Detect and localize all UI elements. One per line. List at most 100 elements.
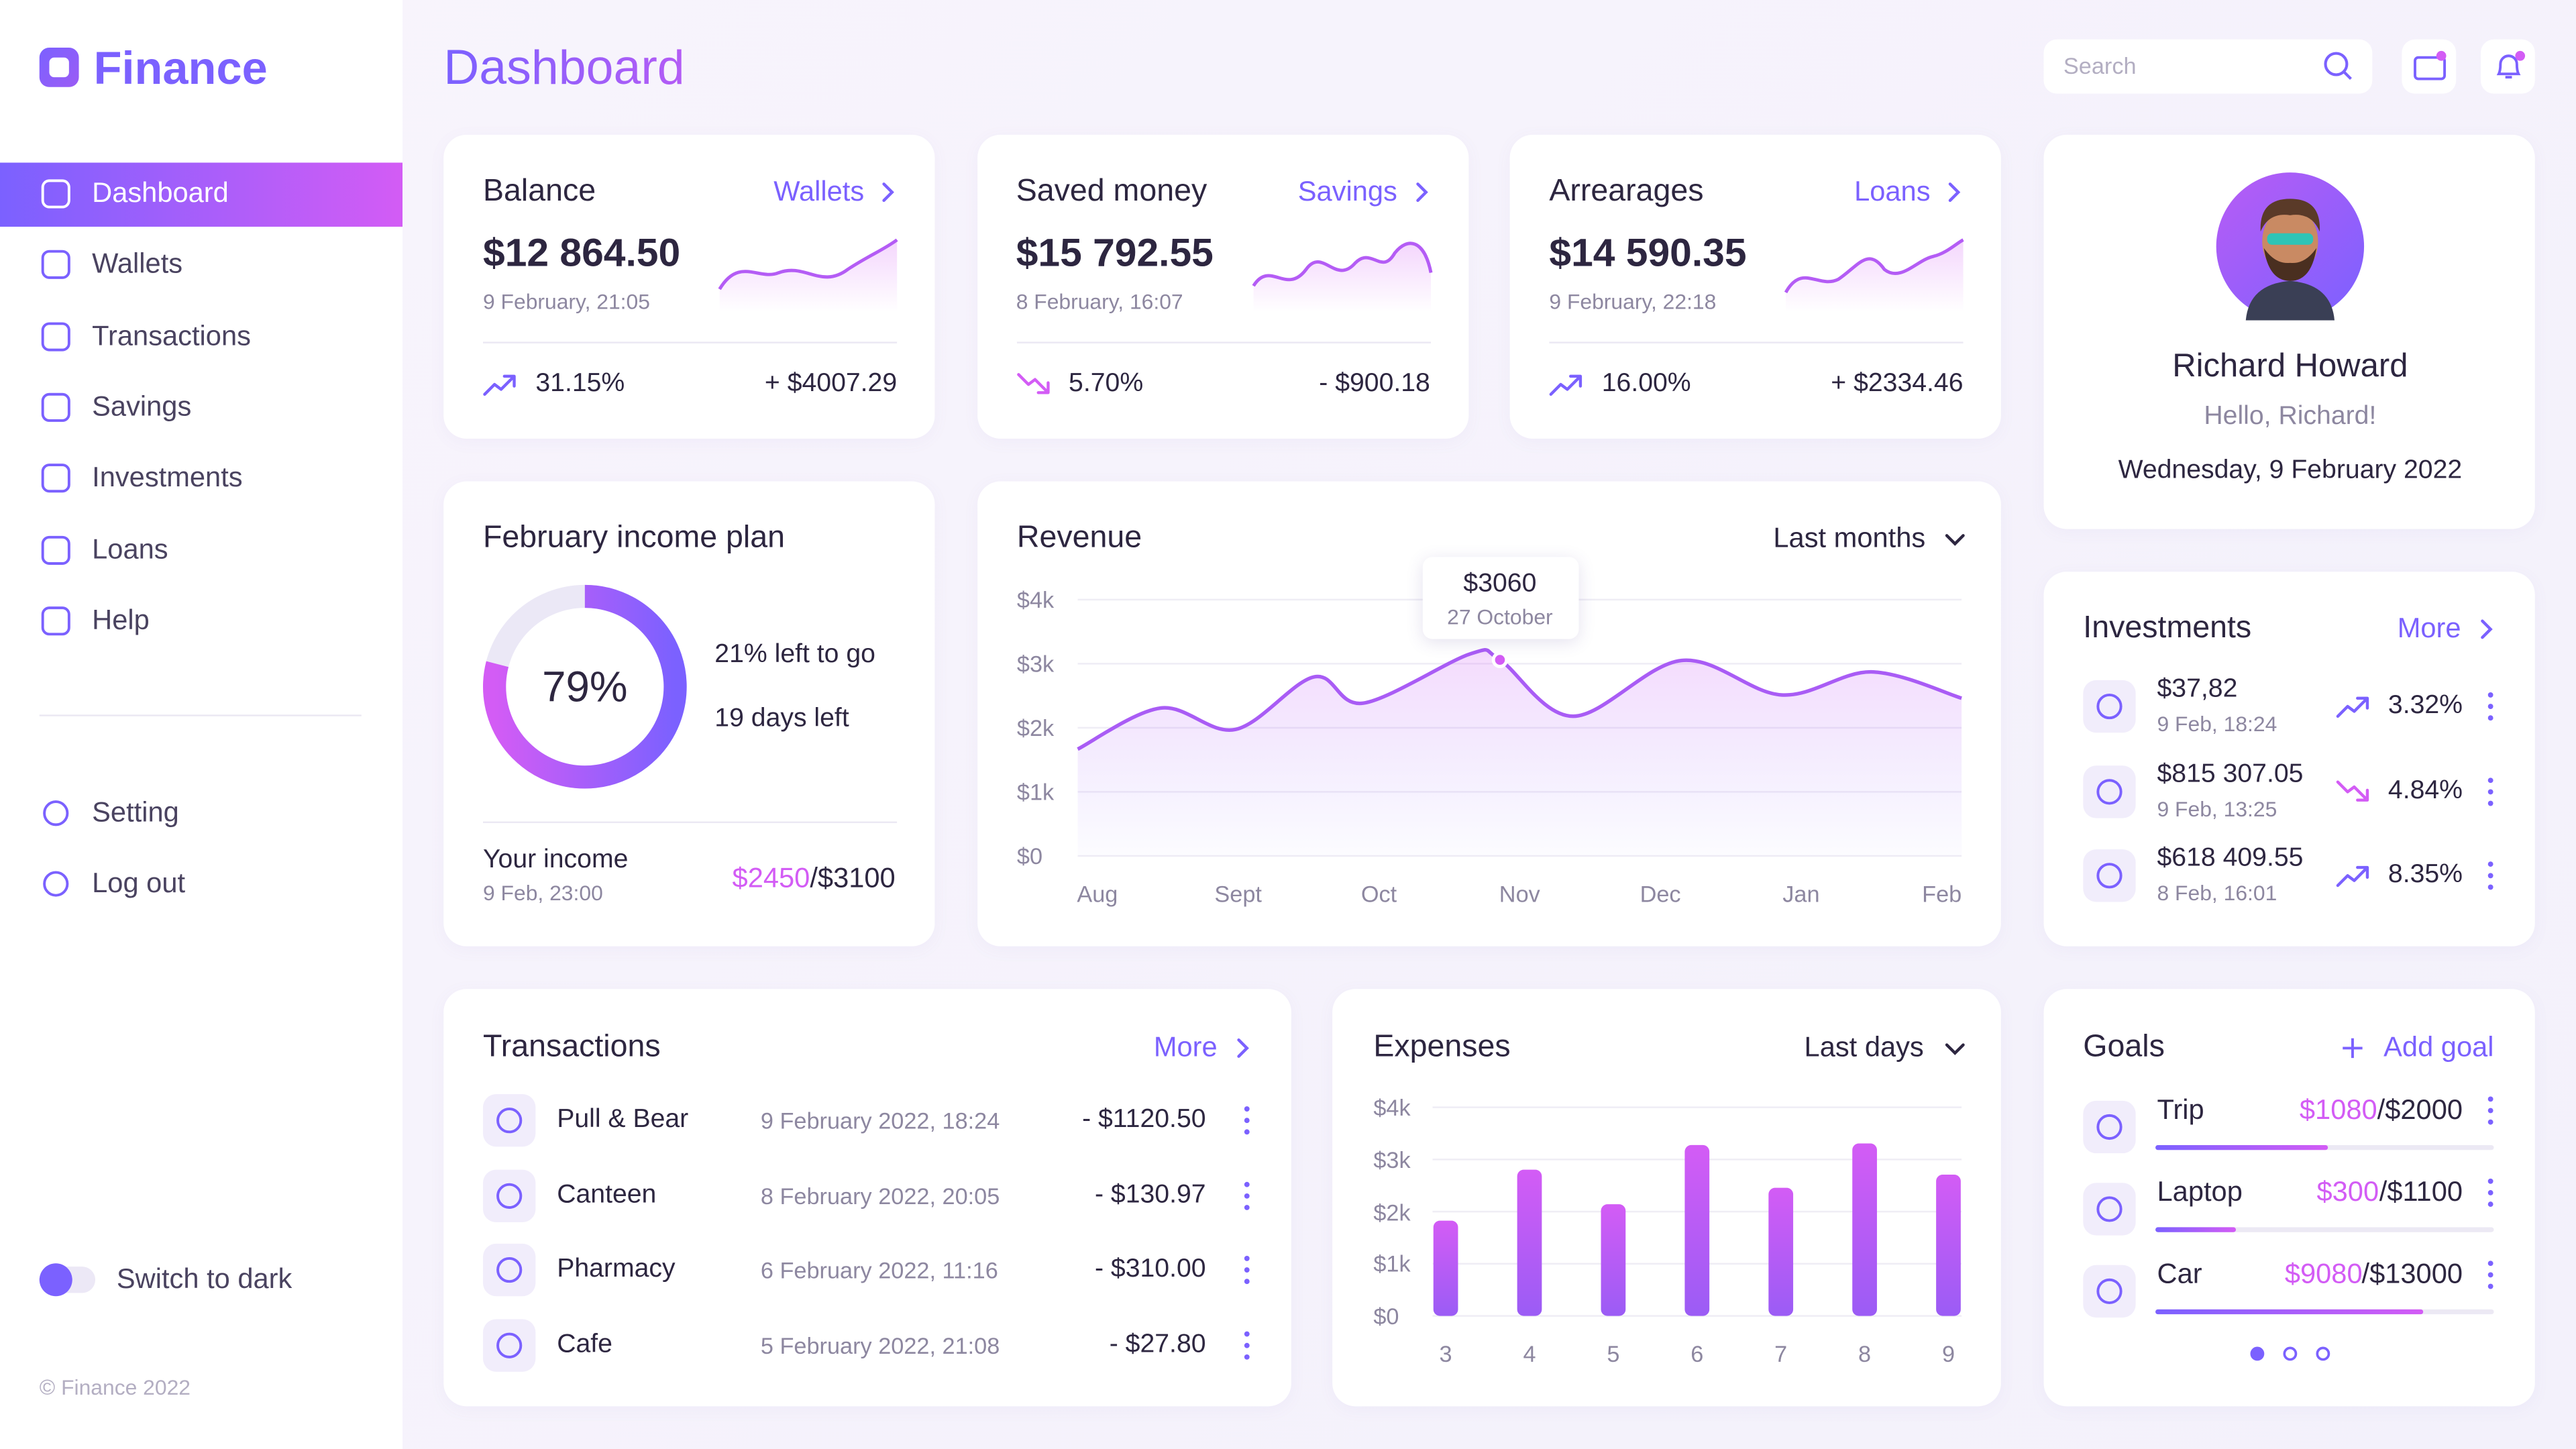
nav-item[interactable]: Savings <box>92 390 192 423</box>
card-link[interactable]: More <box>2397 612 2461 645</box>
chevron-icon <box>2481 619 2493 639</box>
more-menu[interactable] <box>2485 692 2496 721</box>
more-menu[interactable] <box>2485 1178 2496 1208</box>
theme-toggle-label[interactable]: Switch to dark <box>116 1263 292 1295</box>
notifications-button[interactable] <box>2480 39 2535 94</box>
goal-target: /$13000 <box>2361 1258 2463 1290</box>
card-divider <box>483 821 898 823</box>
pager-dot <box>2316 1346 2330 1361</box>
transaction-name: Cafe <box>557 1330 612 1359</box>
brand-name: Finance <box>93 42 268 94</box>
dark-toggle[interactable] <box>39 1263 99 1297</box>
plus-icon <box>2343 1038 2363 1059</box>
card-delta: + $2334.46 <box>1831 370 1964 398</box>
icon-glyph <box>2096 863 2123 889</box>
chart-filter[interactable]: Last days <box>1804 1031 1924 1063</box>
investment-change: 8.35% <box>2387 861 2463 889</box>
more-menu[interactable] <box>2485 776 2496 806</box>
transaction-amount: - $27.80 <box>1109 1330 1206 1359</box>
nav-icon <box>41 392 70 422</box>
icon-bg <box>483 1319 536 1373</box>
x-tick-label: Sept <box>1214 880 1262 907</box>
ring-progress <box>483 584 687 789</box>
transaction-icon <box>483 1169 536 1222</box>
dot <box>2487 1190 2493 1195</box>
transaction-date: 8 February 2022, 20:05 <box>760 1182 1000 1209</box>
mail-button[interactable] <box>2402 39 2457 94</box>
more-menu[interactable] <box>1242 1256 1252 1285</box>
chart-filter[interactable]: Last months <box>1773 522 1926 554</box>
card-title: Investments <box>2083 611 2252 646</box>
x-tick-label: 4 <box>1523 1340 1536 1367</box>
expenses-card <box>1332 989 2001 1407</box>
glyph <box>2496 54 2521 79</box>
investment-icon <box>2083 849 2136 902</box>
ring-label: 79% <box>542 661 628 712</box>
plan-left: 21% left to go <box>714 641 875 669</box>
card-title: Goals <box>2083 1030 2165 1065</box>
dot <box>2487 861 2493 867</box>
search-box[interactable] <box>2043 39 2373 94</box>
x-tick-label: 9 <box>1941 1340 1955 1367</box>
chevron <box>1948 182 1961 202</box>
x-tick-label: Aug <box>1077 880 1118 907</box>
nav-item[interactable]: Wallets <box>92 248 183 280</box>
tooltip <box>1422 556 1579 639</box>
nav-item[interactable]: Investments <box>92 462 243 494</box>
nav-icon <box>41 321 70 351</box>
nav-item[interactable]: Log out <box>92 867 186 899</box>
dot <box>1244 1129 1250 1135</box>
goal-target: /$2000 <box>2377 1094 2463 1126</box>
nav-icon <box>41 535 70 564</box>
card-link[interactable]: Wallets <box>773 176 865 207</box>
nav-glyph <box>41 250 70 280</box>
dot <box>2487 1272 2493 1278</box>
icon-bg <box>483 1094 536 1147</box>
income-date: 9 Feb, 23:00 <box>483 880 603 906</box>
icon-glyph <box>496 1332 523 1359</box>
search-icon[interactable] <box>2323 51 2353 80</box>
profile-greeting: Hello, Richard! <box>2204 402 2377 431</box>
bar <box>1852 1143 1877 1316</box>
more-menu[interactable] <box>2485 1095 2496 1125</box>
pager[interactable] <box>2244 1344 2336 1363</box>
more-menu[interactable] <box>1242 1181 1252 1210</box>
card-title: Revenue <box>1016 521 1142 555</box>
card-title: Transactions <box>483 1030 661 1065</box>
goal-current: $9080 <box>2284 1258 2363 1290</box>
nav-item[interactable]: Help <box>92 604 150 636</box>
dot <box>1244 1268 1250 1273</box>
card-delta: + $4007.29 <box>764 370 898 398</box>
card-link[interactable]: Savings <box>1297 176 1397 207</box>
chevron <box>1415 182 1428 202</box>
profile-name: Richard Howard <box>2172 348 2408 385</box>
tooltip-point <box>1491 651 1509 668</box>
dot <box>1244 1331 1250 1337</box>
card-divider <box>483 341 898 343</box>
card-link[interactable]: More <box>1153 1031 1218 1063</box>
more-menu[interactable] <box>1242 1106 1252 1135</box>
nav-item[interactable]: Loans <box>92 533 168 565</box>
transaction-icon <box>483 1319 536 1373</box>
more-menu[interactable] <box>1242 1331 1252 1360</box>
icon-bg <box>483 1244 536 1297</box>
chevron-icon <box>1948 182 1961 202</box>
card-link[interactable]: Add goal <box>2383 1031 2494 1063</box>
nav-item[interactable]: Dashboard <box>92 177 229 209</box>
card-link[interactable]: Loans <box>1854 176 1931 207</box>
trend-icon <box>1549 374 1582 396</box>
more-menu[interactable] <box>2485 1260 2496 1289</box>
goal-icon <box>2083 1100 2136 1154</box>
dot <box>2487 1119 2493 1125</box>
goal-progress <box>2155 1144 2328 1150</box>
nav-item[interactable]: Setting <box>92 796 179 828</box>
dot <box>2487 777 2493 782</box>
nav-glyph <box>41 606 70 635</box>
dot <box>2487 1283 2493 1289</box>
more-menu[interactable] <box>2485 861 2496 890</box>
dot <box>2487 884 2493 890</box>
nav-item[interactable]: Transactions <box>92 319 251 352</box>
card-change: 5.70% <box>1069 370 1144 398</box>
